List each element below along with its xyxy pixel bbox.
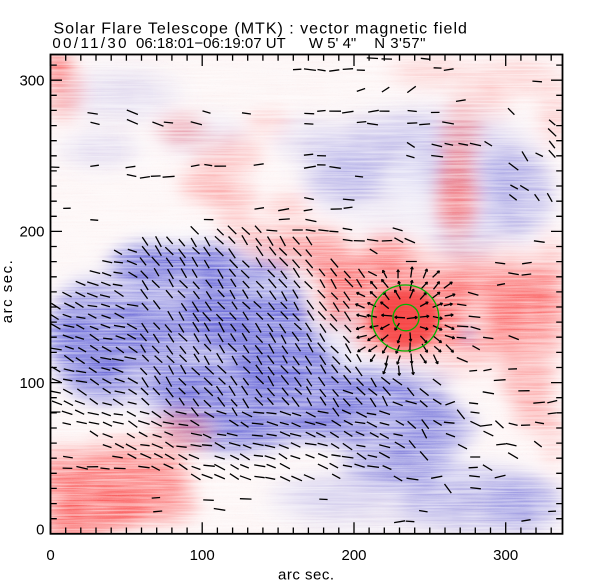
svg-text:100: 100 (19, 375, 44, 392)
svg-text:Solar Flare Telescope (MTK) :: Solar Flare Telescope (MTK) : vector mag… (54, 20, 468, 37)
svg-text:arc sec.: arc sec. (0, 259, 16, 324)
svg-text:00/11/30: 00/11/30 (52, 35, 128, 52)
svg-text:200: 200 (19, 224, 44, 241)
svg-text:arc sec.: arc sec. (278, 567, 335, 584)
svg-text:200: 200 (341, 547, 366, 564)
svg-text:100: 100 (190, 547, 215, 564)
svg-text:N 3'57": N 3'57" (374, 35, 426, 52)
svg-text:300: 300 (493, 547, 518, 564)
svg-text:300: 300 (19, 73, 44, 90)
svg-text:0: 0 (46, 547, 54, 564)
svg-text:W 5' 4": W 5' 4" (309, 35, 356, 52)
svg-text:06:18:01−06:19:07 UT: 06:18:01−06:19:07 UT (136, 35, 286, 52)
svg-text:0: 0 (36, 522, 44, 539)
